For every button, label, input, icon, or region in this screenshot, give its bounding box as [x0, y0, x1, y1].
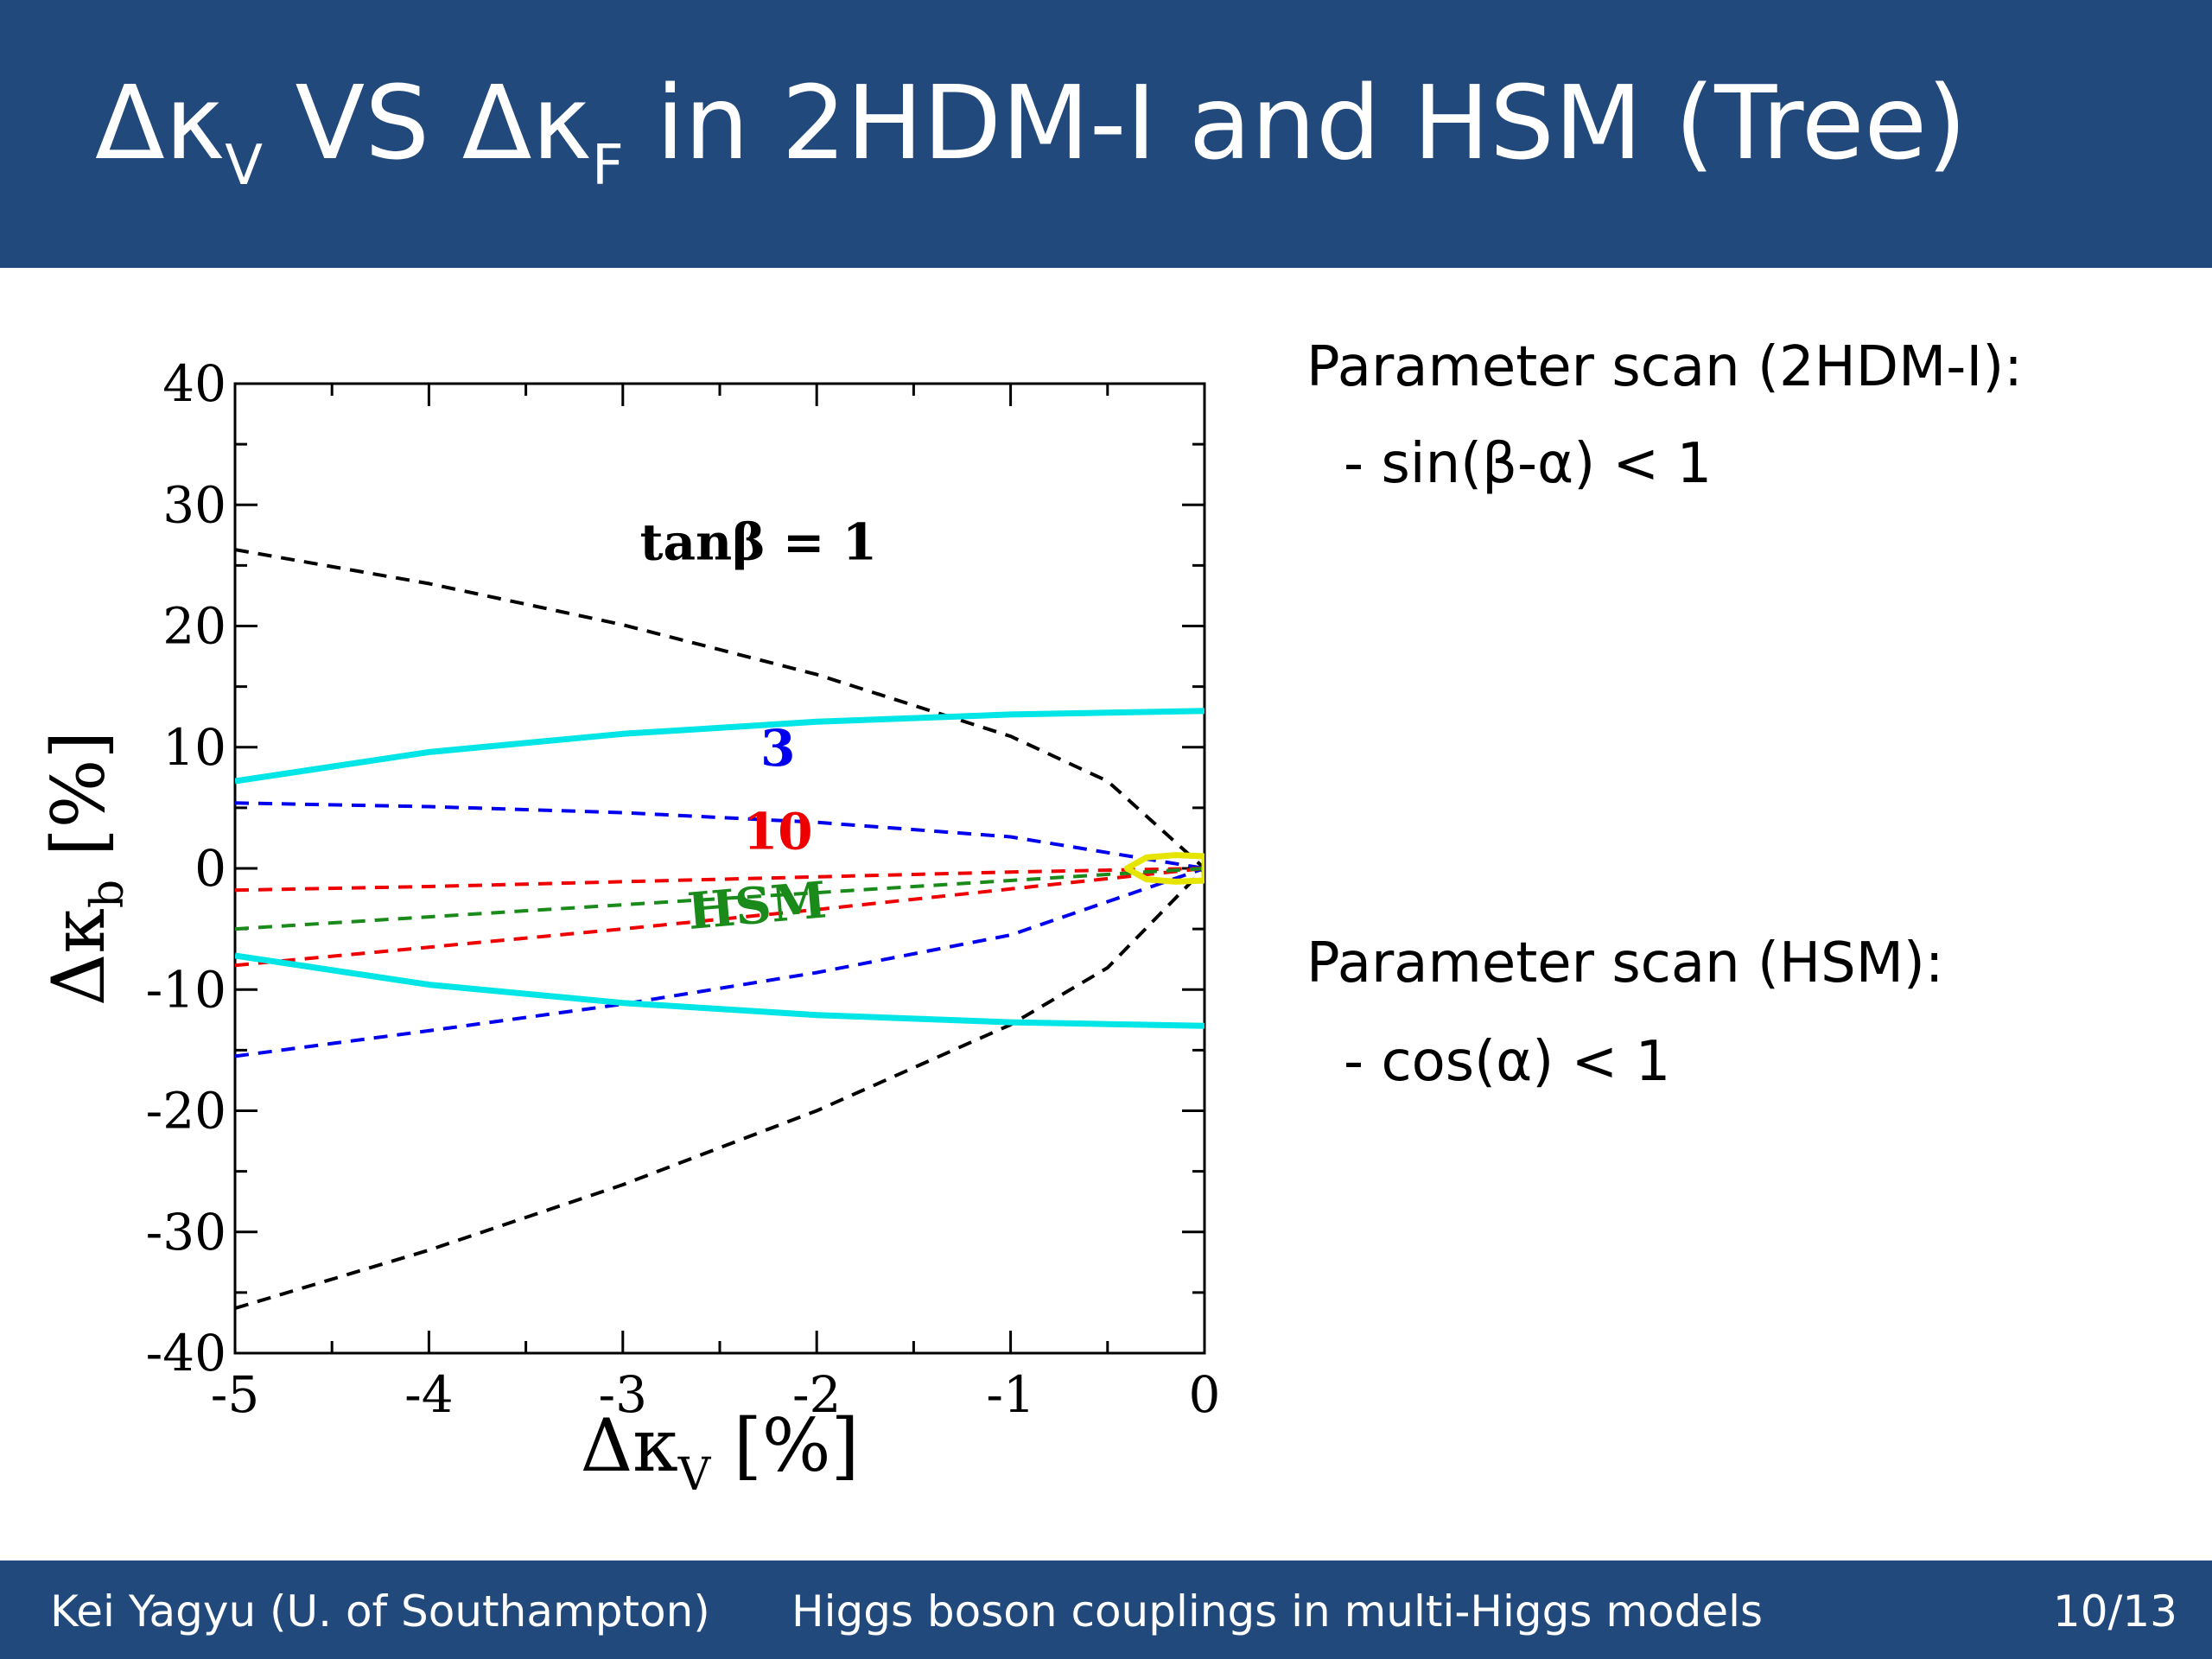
title-sub-v: V [225, 134, 264, 198]
series-band-5-loop [1123, 852, 1205, 885]
y-tick-label: -30 [146, 1203, 226, 1262]
x-tick-label: -4 [404, 1365, 454, 1424]
y-tick-label: 10 [162, 718, 226, 777]
x-tick-label: -5 [211, 1365, 260, 1424]
x-tick-label: -3 [599, 1365, 648, 1424]
footer-talk-title: Higgs boson couplings in multi-Higgs mod… [791, 1586, 1764, 1637]
x-tick-label: -2 [792, 1365, 842, 1424]
title-delta-kappa-v: Δκ [95, 63, 226, 182]
x-tick-label: 0 [1189, 1365, 1221, 1424]
scan-2hdm-heading: Parameter scan (2HDM-I): [1306, 335, 2023, 399]
title-bar: ΔκV VS ΔκF in 2HDM-I and HSM (Tree) [0, 0, 2212, 268]
annotation-label: tanβ = 1 [640, 512, 877, 571]
series-3-1-lower [235, 867, 1205, 1058]
title-delta-kappa-f: Δκ [461, 63, 592, 182]
scan-hsm-condition: - cos(α) < 1 [1344, 1030, 1671, 1094]
x-axis-label: ΔκV [%] [581, 1403, 860, 1501]
scan-2hdm-condition: - sin(β-α) < 1 [1344, 432, 1713, 496]
y-axis-label: Δκb [%] [36, 731, 134, 1007]
x-tick-label: -1 [986, 1365, 1035, 1424]
series-band-4-upper [235, 708, 1205, 785]
title-vs: VS [263, 63, 462, 182]
y-tick-label: -40 [146, 1324, 226, 1382]
footer-bar: Kei Yagyu (U. of Southampton) Higgs boso… [0, 1560, 2212, 1659]
title-sub-f: F [591, 134, 624, 198]
y-tick-label: -20 [146, 1082, 226, 1141]
annotation-label: 10 [743, 803, 813, 861]
footer-page-number: 10/13 [2052, 1586, 2177, 1637]
y-tick-label: 20 [162, 597, 226, 656]
y-tick-label: -10 [146, 960, 226, 1019]
scan-hsm-heading: Parameter scan (HSM): [1306, 931, 1944, 995]
annotation-label: 3 [760, 719, 795, 778]
series-band-4-lower [235, 952, 1205, 1029]
annotation-label: HSM [685, 870, 829, 941]
series-tan-1-0-upper [235, 548, 1205, 870]
y-tick-label: 40 [162, 354, 226, 413]
y-tick-label: 0 [194, 839, 226, 898]
title-rest: in 2HDM-I and HSM (Tree) [623, 63, 1967, 182]
series-tan-1-0-lower [235, 867, 1205, 1311]
slide-title: ΔκV VS ΔκF in 2HDM-I and HSM (Tree) [95, 54, 1967, 235]
y-tick-label: 30 [162, 475, 226, 534]
chart-annotations: tanβ = 1 3 10 HSM [640, 512, 877, 941]
footer-author: Kei Yagyu (U. of Southampton) [50, 1586, 710, 1637]
series-3-1-upper [235, 801, 1205, 870]
chart-curves [235, 548, 1205, 1311]
